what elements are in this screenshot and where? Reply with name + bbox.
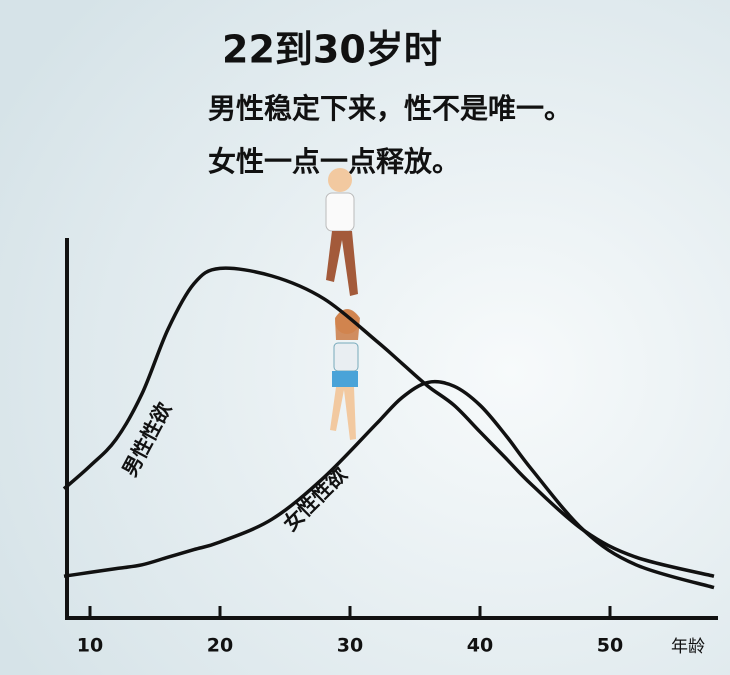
x-tick-label: 30 bbox=[337, 635, 363, 657]
x-tick-label: 40 bbox=[467, 635, 493, 657]
man-figure bbox=[325, 168, 358, 296]
x-axis-label: 年龄 bbox=[671, 637, 705, 657]
series-line bbox=[62, 266, 715, 578]
x-tick-label: 20 bbox=[207, 635, 233, 657]
chart-title: 22到30岁时 bbox=[222, 28, 442, 72]
x-tick-label: 50 bbox=[597, 635, 623, 657]
woman-figure bbox=[330, 309, 360, 440]
x-tick-label: 10 bbox=[77, 635, 103, 657]
series-line bbox=[63, 379, 715, 590]
subtitle: 男性稳定下来，性不是唯一。 bbox=[208, 92, 572, 125]
